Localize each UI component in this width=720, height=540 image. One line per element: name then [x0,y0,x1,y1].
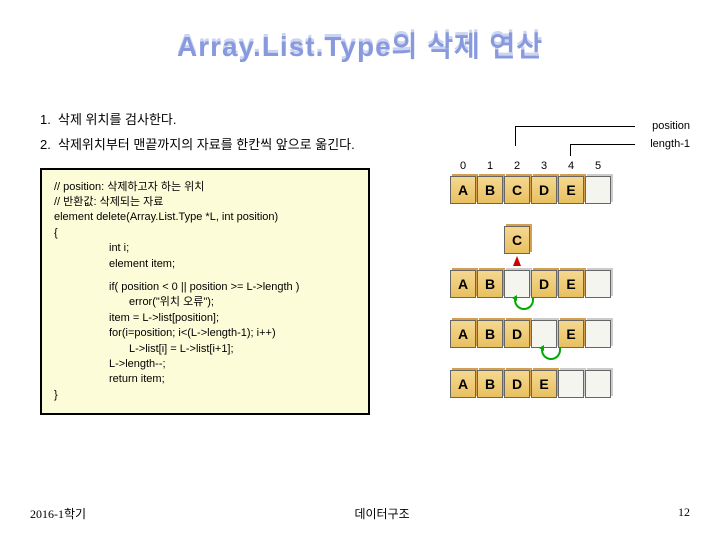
cell-empty [504,270,530,298]
length-label: length-1 [650,138,690,150]
code-line: L->list[i] = L->list[i+1]; [54,342,356,357]
cell: E [531,370,557,398]
arrow-up-icon [513,256,521,266]
cell: A [450,320,476,348]
cell: B [477,270,503,298]
code-line: L->length--; [54,357,356,372]
array-row-4: A B D E [420,370,690,406]
cell-empty [531,320,557,348]
code-line: element item; [54,257,356,272]
idx: 2 [504,160,530,172]
code-line: int i; [54,241,356,256]
footer: 2016-1학기 데이터구조 12 [30,505,690,522]
arrow-curve-icon [541,348,561,360]
position-label: position [652,120,690,132]
cell: B [477,370,503,398]
cell: A [450,370,476,398]
code-line: error("위치 오류"); [54,295,356,310]
code-line: element delete(Array.List.Type *L, int p… [54,210,356,225]
cell: B [477,176,503,204]
cell: A [450,270,476,298]
cell-empty [585,176,611,204]
arrow-curve-icon [514,298,534,310]
cell-empty [585,370,611,398]
pointer-line [570,144,635,145]
cell: C [504,176,530,204]
pointer-line [515,126,516,146]
code-line: // 반환값: 삭제되는 자료 [54,195,356,210]
code-box: // position: 삭제하고자 하는 위치 // 반환값: 삭제되는 자료… [40,168,370,415]
footer-left: 2016-1학기 [30,505,86,522]
code-blank [54,272,356,280]
floating-cell: C [504,226,530,254]
code-line: for(i=position; i<(L->length-1); i++) [54,326,356,341]
array-row-2: A B D E [420,270,690,306]
code-line: // position: 삭제하고자 하는 위치 [54,180,356,195]
floating-row: C [420,226,690,270]
idx: 0 [450,160,476,172]
cell: E [558,270,584,298]
code-line: item = L->list[position]; [54,311,356,326]
footer-center: 데이터구조 [354,505,409,522]
idx: 1 [477,160,503,172]
index-row: 0 1 2 3 4 5 [420,160,690,176]
array-row-3: A B D E [420,320,690,356]
cell: E [558,176,584,204]
array-diagram: position length-1 0 1 2 3 4 5 A B C D E … [420,120,690,420]
cell: B [477,320,503,348]
pointer-labels: position length-1 [420,120,690,160]
cell-empty [585,320,611,348]
pointer-line [570,144,571,156]
step-1-text: 삭제 위치를 검사한다. [58,112,176,127]
footer-right: 12 [678,505,690,522]
cell-empty [585,270,611,298]
cell-empty [558,370,584,398]
cell: D [504,320,530,348]
cell: D [504,370,530,398]
idx: 4 [558,160,584,172]
cell: D [531,270,557,298]
step-2-text: 삭제위치부터 맨끝까지의 자료를 한칸씩 앞으로 옮긴다. [58,137,355,152]
cell: E [558,320,584,348]
code-line: { [54,226,356,241]
cell: A [450,176,476,204]
code-line: return item; [54,372,356,387]
code-line: if( position < 0 || position >= L->lengt… [54,280,356,295]
code-line: } [54,388,356,403]
cell: D [531,176,557,204]
idx: 3 [531,160,557,172]
array-row-1: A B C D E [420,176,690,212]
pointer-line [515,126,635,127]
idx: 5 [585,160,611,172]
page-title: Array.List.Type의 삭제 연산 [0,0,720,65]
